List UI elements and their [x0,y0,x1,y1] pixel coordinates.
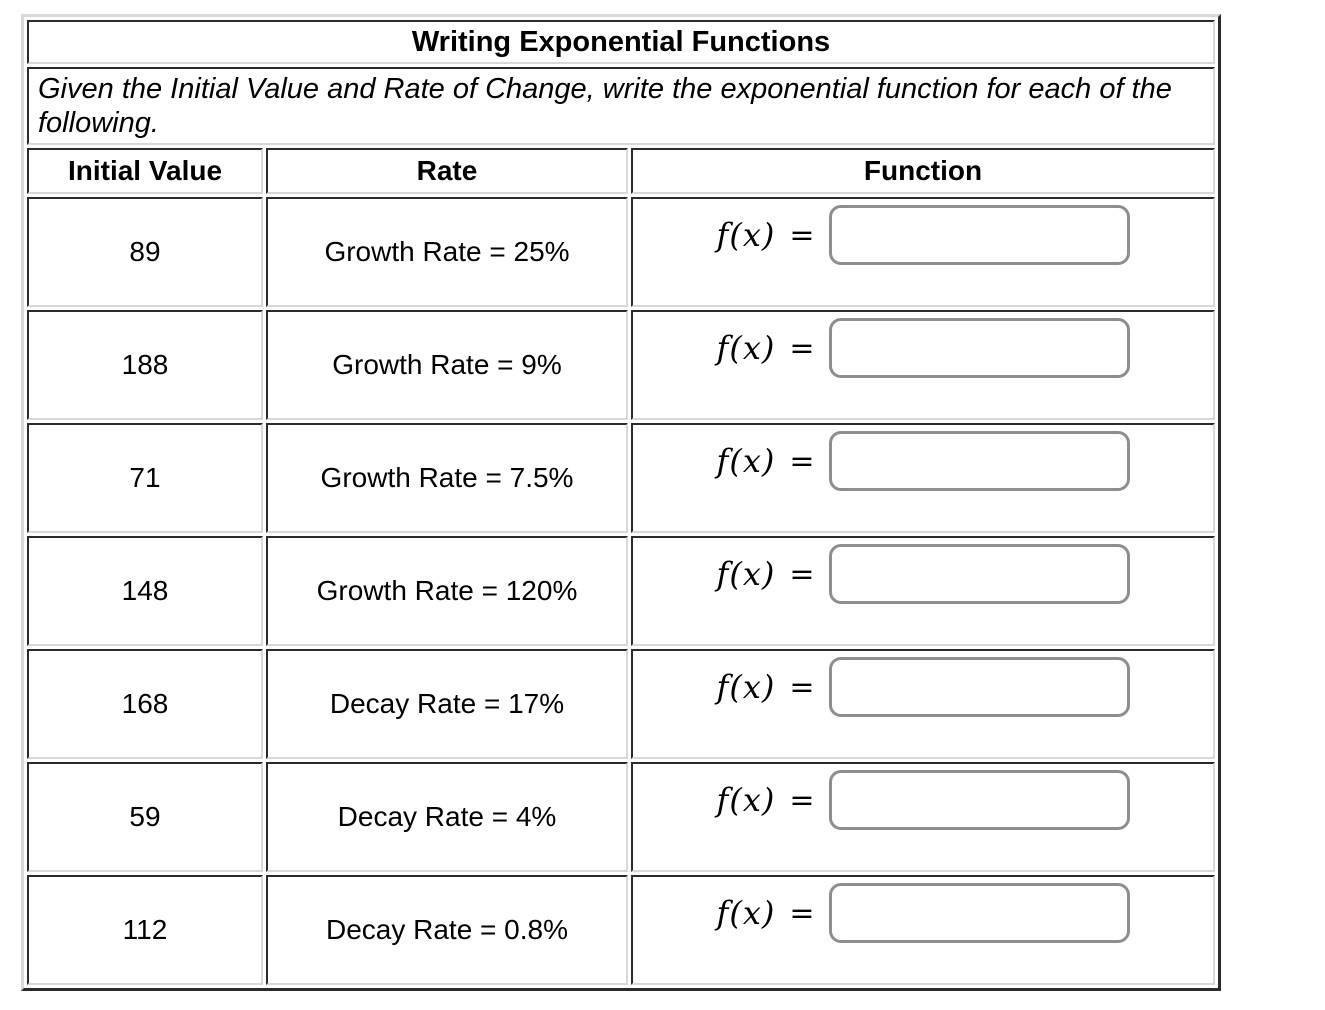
exponential-functions-worksheet: Writing Exponential Functions Given the … [21,14,1221,991]
initial-value-cell: 89 [27,197,263,307]
title-row: Writing Exponential Functions [27,20,1215,64]
table-row: 59 Decay Rate = 4% f(x) = [27,762,1215,872]
function-equation: f(x) = [633,657,1213,717]
function-cell: f(x) = [631,875,1215,985]
initial-value-cell: 71 [27,423,263,533]
function-cell: f(x) = [631,762,1215,872]
function-equation: f(x) = [633,770,1213,830]
column-header-function: Function [631,148,1215,194]
rate-cell: Growth Rate = 25% [266,197,628,307]
function-answer-input[interactable] [828,657,1130,717]
fx-label: f(x) [716,781,776,819]
initial-value-cell: 59 [27,762,263,872]
initial-value-cell: 112 [27,875,263,985]
instructions-row: Given the Initial Value and Rate of Chan… [27,67,1215,145]
instructions-line-2: following. [38,107,159,139]
function-equation: f(x) = [633,544,1213,604]
function-cell: f(x) = [631,197,1215,307]
column-header-initial-value: Initial Value [27,148,263,194]
function-equation: f(x) = [633,431,1213,491]
function-answer-input[interactable] [828,431,1130,491]
column-header-row: Initial Value Rate Function [27,148,1215,194]
table-row: 168 Decay Rate = 17% f(x) = [27,649,1215,759]
instructions-line-1: Given the Initial Value and Rate of Chan… [38,73,1172,105]
function-cell: f(x) = [631,649,1215,759]
function-cell: f(x) = [631,536,1215,646]
equals-sign: = [789,217,815,253]
equals-sign: = [789,556,815,592]
table-row: 71 Growth Rate = 7.5% f(x) = [27,423,1215,533]
rate-cell: Decay Rate = 0.8% [266,875,628,985]
function-answer-input[interactable] [828,544,1130,604]
initial-value-cell: 168 [27,649,263,759]
fx-label: f(x) [716,216,776,254]
equals-sign: = [789,782,815,818]
rate-cell: Decay Rate = 17% [266,649,628,759]
function-answer-input[interactable] [828,770,1130,830]
rate-cell: Growth Rate = 7.5% [266,423,628,533]
initial-value-cell: 188 [27,310,263,420]
function-cell: f(x) = [631,423,1215,533]
table-row: 188 Growth Rate = 9% f(x) = [27,310,1215,420]
equals-sign: = [789,330,815,366]
rate-cell: Decay Rate = 4% [266,762,628,872]
equals-sign: = [789,669,815,705]
rate-cell: Growth Rate = 120% [266,536,628,646]
worksheet-title: Writing Exponential Functions [27,20,1215,64]
table-row: 89 Growth Rate = 25% f(x) = [27,197,1215,307]
function-equation: f(x) = [633,883,1213,943]
initial-value-cell: 148 [27,536,263,646]
equals-sign: = [789,443,815,479]
function-answer-input[interactable] [828,205,1130,265]
fx-label: f(x) [716,894,776,932]
equals-sign: = [789,895,815,931]
table-row: 148 Growth Rate = 120% f(x) = [27,536,1215,646]
function-equation: f(x) = [633,205,1213,265]
function-answer-input[interactable] [828,883,1130,943]
fx-label: f(x) [716,668,776,706]
function-equation: f(x) = [633,318,1213,378]
table-row: 112 Decay Rate = 0.8% f(x) = [27,875,1215,985]
fx-label: f(x) [716,442,776,480]
fx-label: f(x) [716,555,776,593]
function-cell: f(x) = [631,310,1215,420]
rate-cell: Growth Rate = 9% [266,310,628,420]
worksheet-instructions: Given the Initial Value and Rate of Chan… [27,67,1215,145]
function-answer-input[interactable] [828,318,1130,378]
column-header-rate: Rate [266,148,628,194]
fx-label: f(x) [716,329,776,367]
